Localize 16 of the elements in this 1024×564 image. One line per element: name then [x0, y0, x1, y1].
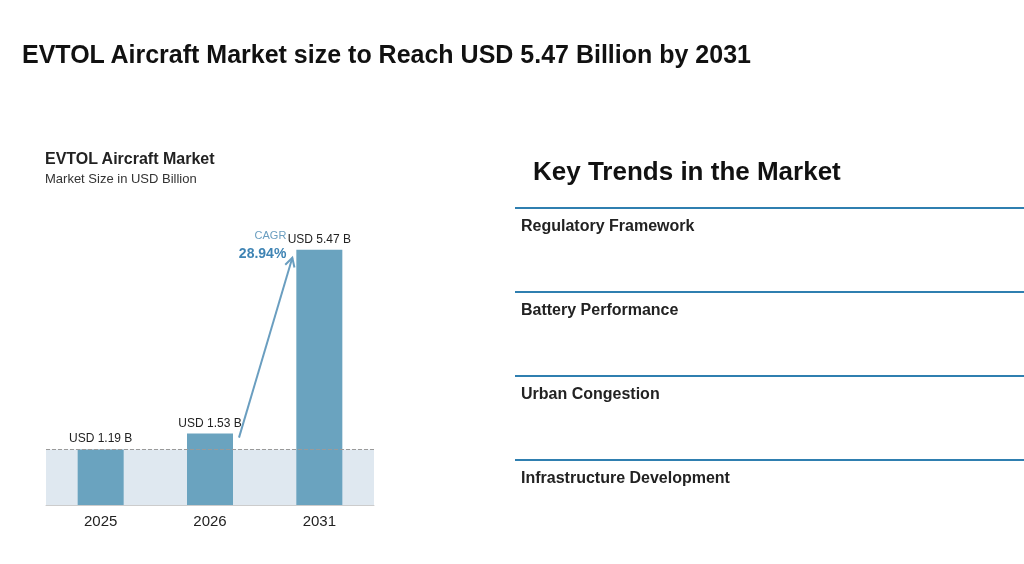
- chart-title: EVTOL Aircraft Market: [45, 149, 216, 167]
- text: CAGR: [254, 229, 287, 242]
- text: Infrastructure Development: [515, 459, 1024, 543]
- text: Regulatory Framework: [515, 207, 1024, 291]
- x-tick-label: 2031: [302, 512, 337, 529]
- annotation: 28.94%: [238, 244, 287, 261]
- x-tick-label: 2026: [193, 512, 227, 529]
- text: Key Trends in the Market: [533, 156, 842, 187]
- text: Battery Performance: [515, 291, 1024, 375]
- data-label: USD 5.47 B: [287, 231, 352, 246]
- data-label: USD 1.53 B: [178, 415, 242, 430]
- text: EVTOL Aircraft Market size to Reach USD 5.47 Billion by 2031: [22, 40, 752, 69]
- x-tick-label: 2025: [83, 512, 118, 529]
- text: Urban Congestion: [515, 375, 1024, 459]
- chart-subtitle: Market Size in USD Billion: [45, 171, 197, 186]
- data-label: USD 1.19 B: [68, 431, 133, 446]
